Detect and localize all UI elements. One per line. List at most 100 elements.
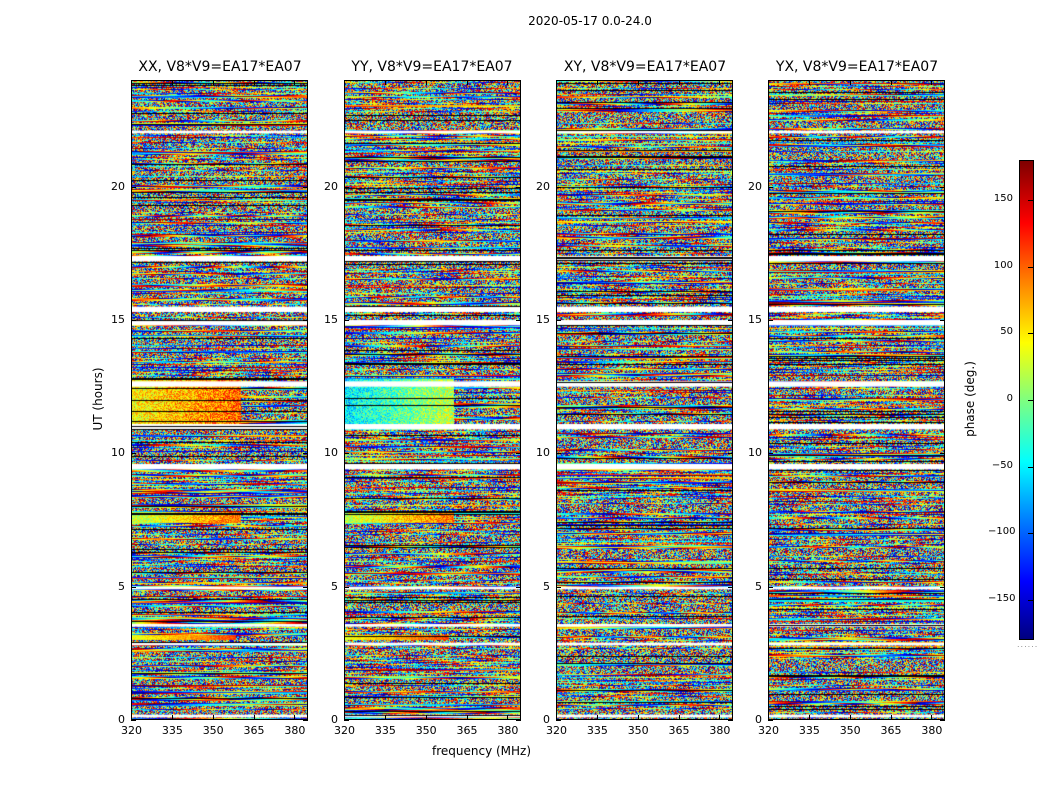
y-tick-mark xyxy=(131,453,136,455)
x-tick-mark xyxy=(719,715,721,720)
y-tick-label: 0 xyxy=(118,713,125,726)
x-tick-mark xyxy=(931,715,933,720)
colorbar-tick-mark xyxy=(1028,533,1033,535)
y-tick-mark xyxy=(556,720,561,721)
y-tick-mark-right xyxy=(940,720,945,721)
y-tick-label: 10 xyxy=(536,446,550,460)
x-tick-mark-top xyxy=(719,80,721,85)
y-tick-mark xyxy=(131,720,136,721)
y-tick-mark xyxy=(131,586,136,588)
heatmap-yy xyxy=(344,80,521,720)
x-tick-mark xyxy=(384,715,386,720)
y-tick-mark-right xyxy=(728,720,733,721)
y-tick-label: 5 xyxy=(118,579,125,593)
x-tick-mark xyxy=(253,715,255,720)
y-tick-mark xyxy=(556,453,561,455)
y-tick-label: 20 xyxy=(748,179,762,193)
x-tick-label: 350 xyxy=(202,724,224,737)
x-tick-label: 380 xyxy=(709,724,731,737)
y-tick-mark-right xyxy=(303,453,308,455)
y-tick-mark xyxy=(344,586,349,588)
x-tick-mark xyxy=(596,715,598,720)
x-tick-label: 350 xyxy=(415,724,437,737)
y-tick-mark xyxy=(344,320,349,321)
x-tick-mark-top xyxy=(171,80,173,85)
colorbar-tick-label: 50 xyxy=(1000,326,1013,338)
panel-title-yx: YX, V8*V9=EA17*EA07 xyxy=(775,59,939,75)
x-tick-mark-top xyxy=(768,80,769,85)
y-tick-label: 0 xyxy=(331,713,338,726)
x-tick-label: 365 xyxy=(243,724,265,737)
x-tick-mark-top xyxy=(466,80,468,85)
x-tick-mark-top xyxy=(849,80,851,85)
y-tick-label: 10 xyxy=(748,446,762,460)
y-tick-label: 5 xyxy=(543,579,550,593)
x-tick-label: 335 xyxy=(586,724,608,737)
x-tick-mark xyxy=(768,715,769,720)
y-tick-mark-right xyxy=(940,186,945,188)
x-tick-label: 350 xyxy=(627,724,649,737)
colorbar-tick-mark xyxy=(1028,600,1033,601)
y-tick-mark xyxy=(556,186,561,188)
y-tick-mark-right xyxy=(303,586,308,588)
y-tick-mark-right xyxy=(940,453,945,455)
y-tick-label: 20 xyxy=(536,179,550,193)
colorbar-tick-mark xyxy=(1028,466,1033,468)
colorbar-tick-label: 0 xyxy=(1006,393,1013,404)
x-tick-mark-top xyxy=(637,80,639,85)
x-tick-label: 335 xyxy=(374,724,396,737)
y-tick-mark-right xyxy=(303,320,308,321)
x-tick-mark-top xyxy=(425,80,427,85)
x-tick-mark-top xyxy=(131,80,132,85)
y-tick-mark xyxy=(556,320,561,321)
y-tick-mark-right xyxy=(516,186,521,188)
x-tick-mark-top xyxy=(596,80,598,85)
heatmap-canvas-yx xyxy=(768,80,945,720)
panel-title-xy: XY, V8*V9=EA17*EA07 xyxy=(563,59,727,75)
x-tick-mark xyxy=(212,715,214,720)
y-tick-mark xyxy=(344,186,349,188)
heatmap-canvas-xx xyxy=(131,80,308,720)
colorbar-tick-mark xyxy=(1028,266,1033,268)
x-tick-label: 320 xyxy=(121,724,142,737)
y-tick-label: 20 xyxy=(324,179,338,193)
y-tick-mark-right xyxy=(516,586,521,588)
x-tick-label: 380 xyxy=(497,724,519,737)
y-tick-mark-right xyxy=(728,320,733,321)
panel-title-yy: YY, V8*V9=EA17*EA07 xyxy=(351,59,513,75)
heatmap-xx xyxy=(131,80,308,720)
y-tick-label: 15 xyxy=(536,313,550,326)
x-tick-mark xyxy=(637,715,639,720)
x-tick-mark-top xyxy=(344,80,345,85)
y-tick-mark-right xyxy=(303,186,308,188)
x-tick-label: 365 xyxy=(456,724,478,737)
y-tick-label: 20 xyxy=(111,179,125,193)
x-tick-mark xyxy=(425,715,427,720)
y-tick-label: 10 xyxy=(324,446,338,460)
x-tick-mark xyxy=(678,715,680,720)
x-tick-mark xyxy=(131,715,132,720)
x-tick-mark-top xyxy=(808,80,810,85)
y-tick-mark xyxy=(768,320,773,321)
x-tick-mark-top xyxy=(253,80,255,85)
x-tick-label: 380 xyxy=(921,724,943,737)
y-tick-mark-right xyxy=(728,586,733,588)
x-tick-label: 380 xyxy=(284,724,306,737)
y-tick-label: 10 xyxy=(111,446,125,460)
heatmap-yx xyxy=(768,80,945,720)
x-tick-mark-top xyxy=(212,80,214,85)
y-tick-label: 5 xyxy=(755,579,762,593)
y-tick-mark xyxy=(344,720,349,721)
x-tick-mark xyxy=(466,715,468,720)
y-tick-mark xyxy=(768,586,773,588)
colorbar-tick-label: 100 xyxy=(993,259,1013,271)
x-tick-mark xyxy=(556,715,557,720)
y-tick-mark xyxy=(768,720,773,721)
x-tick-mark-top xyxy=(294,80,296,85)
colorbar-label: phase (deg.) xyxy=(963,361,977,437)
y-tick-mark xyxy=(556,586,561,588)
x-tick-mark xyxy=(507,715,509,720)
y-tick-mark xyxy=(131,186,136,188)
y-tick-label: 15 xyxy=(324,313,338,326)
x-tick-label: 365 xyxy=(668,724,690,737)
